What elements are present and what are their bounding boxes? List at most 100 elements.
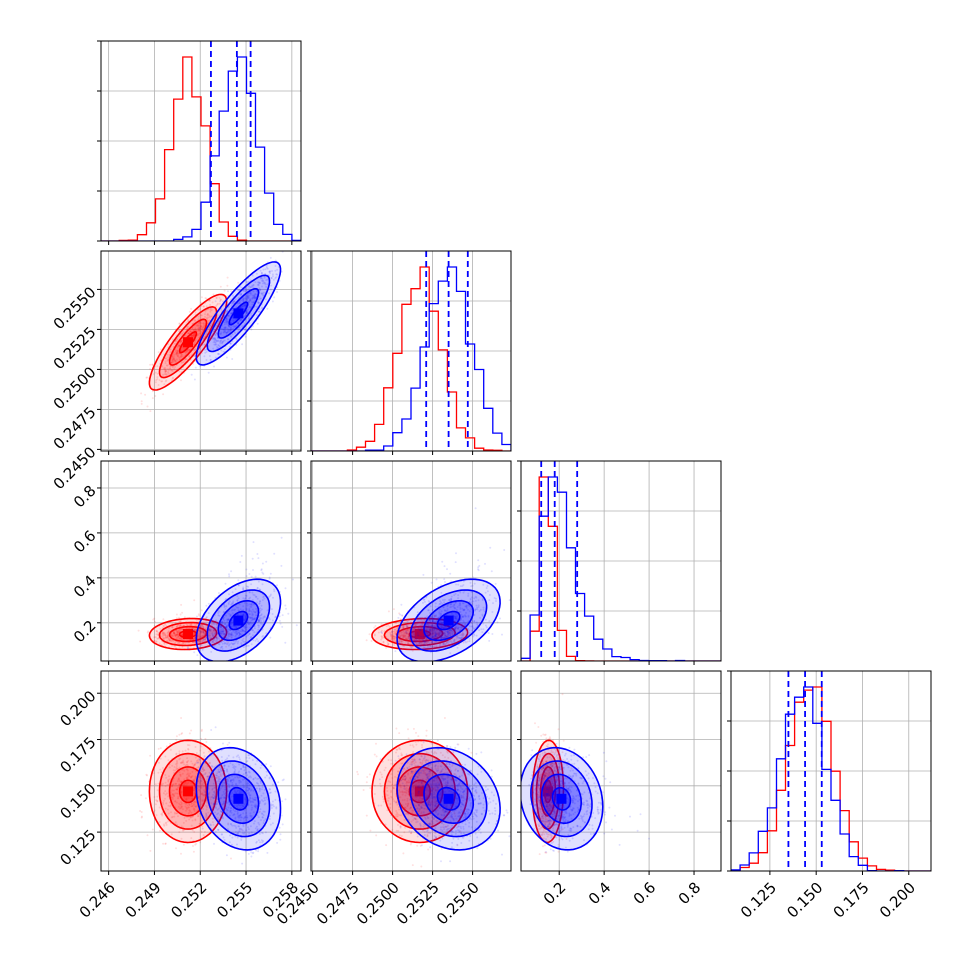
scatter-point <box>285 607 287 610</box>
scatter-point <box>219 318 222 321</box>
scatter-point <box>226 319 228 322</box>
scatter-point <box>184 351 187 354</box>
scatter-point <box>269 288 272 291</box>
scatter-point <box>176 634 179 637</box>
scatter-point <box>219 345 221 348</box>
scatter-point <box>181 634 184 637</box>
scatter-point <box>163 383 166 386</box>
scatter-point <box>177 636 180 638</box>
scatter-point <box>245 298 248 301</box>
scatter-point <box>264 283 267 286</box>
density-peak <box>233 308 244 319</box>
scatter-point <box>220 349 223 352</box>
scatter-point <box>245 568 248 571</box>
scatter-point <box>235 626 238 629</box>
scatter-point <box>179 613 182 616</box>
scatter-point <box>257 281 260 284</box>
scatter-point <box>190 307 193 310</box>
scatter-point <box>208 629 211 632</box>
scatter-point <box>162 637 165 640</box>
scatter-point <box>257 284 260 287</box>
scatter-point <box>215 636 218 639</box>
scatter-point <box>237 322 239 325</box>
scatter-point <box>251 294 254 297</box>
scatter-point <box>212 629 215 632</box>
scatter-point <box>232 300 235 303</box>
scatter-point <box>159 348 162 351</box>
scatter-point <box>209 629 212 632</box>
scatter-point <box>228 325 231 328</box>
scatter-point <box>231 634 234 637</box>
scatter-point <box>254 296 257 299</box>
scatter-point <box>219 341 222 343</box>
scatter-point <box>155 640 158 643</box>
scatter-point <box>258 620 260 623</box>
scatter-point <box>173 633 176 636</box>
scatter-point <box>149 410 152 413</box>
scatter-point <box>197 324 200 327</box>
scatter-point <box>259 289 262 292</box>
scatter-point <box>167 637 170 640</box>
scatter-point <box>162 625 165 628</box>
scatter-point <box>266 283 269 286</box>
scatter-point <box>266 278 269 281</box>
scatter-point <box>246 294 249 297</box>
scatter-point <box>258 295 261 298</box>
scatter-point <box>192 328 195 331</box>
scatter-point <box>224 641 226 644</box>
scatter-point <box>227 324 230 327</box>
scatter-point <box>225 317 228 319</box>
scatter-point <box>169 639 172 642</box>
scatter-point <box>193 329 196 332</box>
scatter-point <box>241 343 244 346</box>
scatter-point <box>186 351 188 353</box>
histogram-series-1 <box>101 56 301 241</box>
scatter-point <box>199 841 202 844</box>
scatter-point <box>204 638 207 640</box>
scatter-point <box>195 619 198 622</box>
scatter-point <box>170 361 173 364</box>
scatter-point <box>215 633 218 636</box>
scatter-point <box>201 343 204 346</box>
scatter-point <box>202 322 205 325</box>
scatter-point <box>179 340 182 343</box>
scatter-point <box>393 628 396 631</box>
scatter-point <box>247 288 250 291</box>
scatter-point <box>281 614 284 617</box>
scatter-point <box>279 622 282 625</box>
scatter-point <box>227 641 230 644</box>
scatter-point <box>271 613 274 615</box>
scatter-point <box>244 630 247 633</box>
scatter-point <box>197 620 200 623</box>
histogram-series-1 <box>521 476 721 661</box>
scatter-point <box>200 624 203 627</box>
scatter-point <box>161 365 164 368</box>
scatter-point <box>167 637 170 640</box>
panel-2-2 <box>517 460 722 665</box>
scatter-point <box>180 339 183 342</box>
scatter-point <box>198 322 201 325</box>
scatter-point <box>170 635 173 637</box>
scatter-point <box>193 333 196 335</box>
scatter-point <box>231 301 234 304</box>
scatter-point <box>193 651 196 654</box>
scatter-point <box>202 630 205 633</box>
scatter-point <box>217 325 220 328</box>
scatter-point <box>231 358 234 360</box>
scatter-point <box>264 272 267 275</box>
scatter-point <box>234 332 237 335</box>
scatter-point <box>259 288 262 291</box>
scatter-point <box>156 372 159 375</box>
scatter-point <box>211 334 214 337</box>
scatter-point <box>161 380 164 383</box>
scatter-point <box>256 553 259 555</box>
scatter-point <box>261 279 264 282</box>
scatter-point <box>186 647 189 650</box>
scatter-point <box>252 541 255 544</box>
scatter-point <box>164 370 167 373</box>
scatter-point <box>179 341 182 344</box>
scatter-point <box>231 302 234 305</box>
scatter-point <box>237 322 240 325</box>
scatter-point <box>247 308 249 311</box>
